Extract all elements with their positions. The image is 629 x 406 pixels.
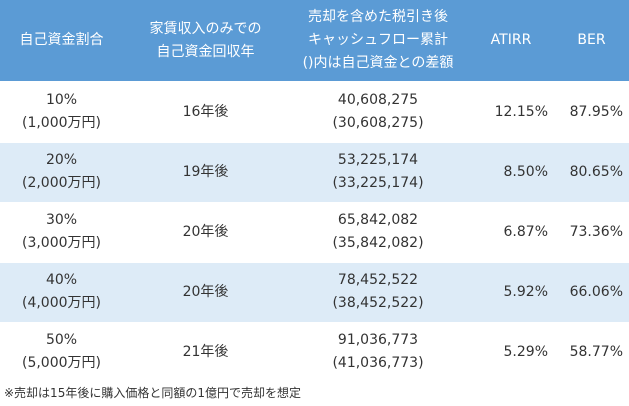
table-body: 10% (1,000万円) 16年後 40,608,275 (30,608,27… [0, 82, 629, 383]
header-line: 自己資金回収年 [156, 43, 255, 60]
ratio-percent: 50% [45, 332, 78, 348]
cashflow-diff: (33,225,174) [332, 175, 424, 191]
cell-self-funding-ratio: 50% (5,000万円) [0, 322, 123, 383]
cell-cashflow-total: 91,036,773 (41,036,773) [288, 322, 468, 383]
header-line: ()内は自己資金との差額 [302, 55, 454, 71]
header-self-funding-ratio: 自己資金割合 [0, 0, 123, 83]
cell-ber: 66.06% [554, 262, 629, 323]
table-row: 50% (5,000万円) 21年後 91,036,773 (41,036,77… [0, 322, 629, 383]
cell-ber: 58.77% [554, 322, 629, 383]
ratio-amount: (4,000万円) [21, 295, 101, 311]
self-funding-comparison-table: 自己資金割合 家賃収入のみでの 自己資金回収年 売却を含めた税引き後 キャッシュ… [0, 0, 629, 383]
header-line: 自己資金割合 [19, 32, 104, 48]
ratio-amount: (2,000万円) [21, 175, 101, 191]
cell-atirr: 6.87% [468, 202, 554, 263]
cell-atirr: 5.29% [468, 322, 554, 383]
cell-ber: 80.65% [554, 142, 629, 203]
table-row: 10% (1,000万円) 16年後 40,608,275 (30,608,27… [0, 82, 629, 143]
cell-cashflow-total: 78,452,522 (38,452,522) [288, 262, 468, 323]
cell-atirr: 12.15% [468, 82, 554, 143]
table-header: 自己資金割合 家賃収入のみでの 自己資金回収年 売却を含めた税引き後 キャッシュ… [0, 0, 629, 83]
header-line: キャッシュフロー累計 [308, 32, 448, 48]
header-line: 家賃収入のみでの [149, 20, 262, 37]
header-ber: BER [554, 0, 629, 83]
cell-payback-year: 20年後 [123, 202, 288, 263]
header-payback-year: 家賃収入のみでの 自己資金回収年 [123, 0, 288, 83]
table-row: 20% (2,000万円) 19年後 53,225,174 (33,225,17… [0, 142, 629, 203]
cell-cashflow-total: 40,608,275 (30,608,275) [288, 82, 468, 143]
cashflow-total: 53,225,174 [337, 152, 419, 168]
header-line: BER [577, 32, 606, 48]
cell-payback-year: 21年後 [123, 322, 288, 383]
cell-self-funding-ratio: 20% (2,000万円) [0, 142, 123, 203]
footnote: ※売却は15年後に購入価格と同額の1億円で売却を想定 [4, 386, 301, 400]
cell-cashflow-total: 65,842,082 (35,842,082) [288, 202, 468, 263]
cell-self-funding-ratio: 40% (4,000万円) [0, 262, 123, 323]
cell-payback-year: 19年後 [123, 142, 288, 203]
cashflow-total: 78,452,522 [337, 272, 419, 288]
cell-atirr: 8.50% [468, 142, 554, 203]
header-cashflow-total: 売却を含めた税引き後 キャッシュフロー累計 ()内は自己資金との差額 [288, 0, 468, 83]
ratio-percent: 30% [45, 212, 78, 228]
cashflow-total: 91,036,773 [337, 332, 419, 348]
cashflow-total: 40,608,275 [337, 92, 419, 109]
header-row: 自己資金割合 家賃収入のみでの 自己資金回収年 売却を含めた税引き後 キャッシュ… [0, 0, 629, 83]
ratio-amount: (3,000万円) [21, 235, 101, 251]
table-row: 40% (4,000万円) 20年後 78,452,522 (38,452,52… [0, 262, 629, 323]
cell-atirr: 5.92% [468, 262, 554, 323]
cashflow-diff: (35,842,082) [332, 235, 424, 251]
cell-self-funding-ratio: 10% (1,000万円) [0, 82, 123, 143]
ratio-amount: (1,000万円) [21, 115, 101, 132]
cell-payback-year: 20年後 [123, 262, 288, 323]
ratio-amount: (5,000万円) [21, 355, 101, 371]
cell-cashflow-total: 53,225,174 (33,225,174) [288, 142, 468, 203]
ratio-percent: 40% [45, 272, 78, 288]
cell-payback-year: 16年後 [123, 82, 288, 143]
ratio-percent: 20% [45, 152, 78, 168]
cell-self-funding-ratio: 30% (3,000万円) [0, 202, 123, 263]
ratio-percent: 10% [45, 92, 78, 109]
header-line: ATIRR [490, 32, 532, 48]
table-row: 30% (3,000万円) 20年後 65,842,082 (35,842,08… [0, 202, 629, 263]
header-atirr: ATIRR [468, 0, 554, 83]
cashflow-diff: (41,036,773) [332, 355, 424, 371]
cashflow-total: 65,842,082 [337, 212, 419, 228]
header-line: 売却を含めた税引き後 [308, 9, 448, 25]
cashflow-diff: (38,452,522) [332, 295, 424, 311]
cell-ber: 73.36% [554, 202, 629, 263]
cashflow-diff: (30,608,275) [332, 115, 424, 132]
cell-ber: 87.95% [554, 82, 629, 143]
